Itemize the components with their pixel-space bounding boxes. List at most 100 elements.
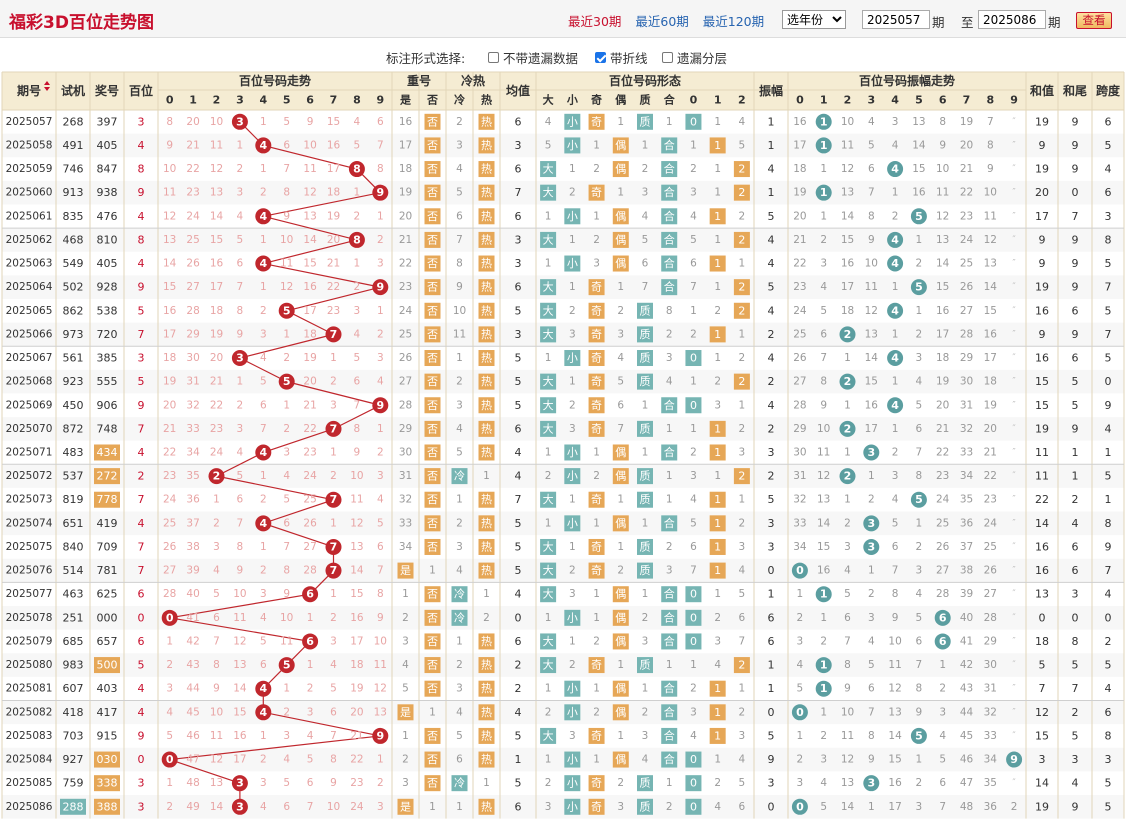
year-select[interactable]: 选年份 <box>782 10 846 29</box>
issue-cell: 2025066 <box>6 328 53 340</box>
checkbox-checked-icon[interactable] <box>595 52 606 63</box>
avg-cell: 5 <box>515 375 522 388</box>
amp-empty: ″ <box>1012 140 1016 150</box>
hotcold-miss: 6 <box>456 754 463 766</box>
form-miss: 2 <box>642 612 649 624</box>
issue-cell: 2025083 <box>6 730 53 742</box>
trend-hit: 7 <box>330 540 338 553</box>
trend-miss: 3 <box>237 423 244 435</box>
amp-miss: 9 <box>820 399 827 411</box>
span-cell: 1 <box>1105 446 1112 459</box>
amp-miss: 29 <box>960 352 973 364</box>
trend-miss: 1 <box>283 399 290 411</box>
query-button[interactable]: 查看 <box>1076 12 1112 29</box>
trend-miss: 2 <box>283 352 290 364</box>
amp-cell: 2 <box>768 328 775 341</box>
amp-empty: ″ <box>1012 495 1016 505</box>
hotcold-miss: 3 <box>456 683 463 695</box>
amp-miss: 2 <box>868 494 875 506</box>
amp-miss: 13 <box>984 258 997 270</box>
trend-hit-ball <box>208 468 225 485</box>
amp-miss: 1 <box>916 234 923 246</box>
hotcold-hit: 热 <box>481 210 492 223</box>
amp-hit-ball <box>863 538 880 555</box>
amp-miss: 4 <box>868 116 875 128</box>
form-hit-tag <box>564 208 581 225</box>
trend-miss: 6 <box>330 706 337 718</box>
repeat-hit: 否 <box>427 281 438 294</box>
checkbox-icon[interactable] <box>662 52 673 63</box>
trend-hit: 6 <box>306 635 314 648</box>
amp-miss: 19 <box>960 116 973 128</box>
form-hit: 0 <box>690 800 697 813</box>
form-hit: 大 <box>543 374 554 388</box>
header-digit: 9 <box>376 94 384 107</box>
amp-miss: 4 <box>820 281 827 293</box>
amp-miss: 15 <box>912 163 925 175</box>
form-miss: 3 <box>569 588 576 600</box>
from-issue-input[interactable] <box>862 10 930 29</box>
amp-hit: 5 <box>915 281 923 294</box>
header-digit: 1 <box>189 94 197 107</box>
form-miss: 1 <box>690 139 697 151</box>
trend-miss: 9 <box>377 612 384 624</box>
form-hit-tag <box>709 326 726 343</box>
issue-cell: 2025069 <box>6 399 53 411</box>
span-cell: 5 <box>1105 139 1112 152</box>
form-miss: 2 <box>617 305 624 317</box>
amp-miss: 7 <box>916 446 923 458</box>
sum-cell: 16 <box>1035 304 1049 317</box>
trend-miss: 15 <box>327 116 340 128</box>
row-background <box>2 747 1124 772</box>
repeat-hit: 否 <box>427 635 438 648</box>
range-link-30[interactable]: 最近30期 <box>568 14 622 29</box>
prize-cell: 915 <box>97 729 118 742</box>
form-miss: 5 <box>739 588 746 600</box>
form-hit: 小 <box>567 470 578 483</box>
option-no-missing[interactable]: 不带遗漏数据 <box>488 48 578 67</box>
trend-miss: 2 <box>354 281 361 293</box>
to-issue-input[interactable] <box>978 10 1046 29</box>
sort-icon[interactable] <box>44 81 50 91</box>
amp-hit: 5 <box>915 729 923 742</box>
form-hit-tag <box>709 208 726 225</box>
tail-cell: 9 <box>1072 233 1079 246</box>
trend-miss: 5 <box>307 754 314 766</box>
range-link-120[interactable]: 最近120期 <box>702 14 765 29</box>
amp-miss: 1 <box>820 163 827 175</box>
amp-miss: 15 <box>984 305 997 317</box>
trend-miss: 1 <box>260 116 267 128</box>
trend-hit-ball <box>161 609 178 626</box>
hundreds-cell: 4 <box>138 517 145 530</box>
hotcold-miss: 1 <box>483 777 490 789</box>
repeat-hit-tag <box>424 302 441 319</box>
trend-miss: 1 <box>237 376 244 388</box>
sum-cell: 0 <box>1039 611 1046 624</box>
form-miss: 1 <box>690 376 697 388</box>
amp-miss: 39 <box>960 588 973 600</box>
form-hit-tag <box>540 420 557 437</box>
checkbox-icon[interactable] <box>488 52 499 63</box>
trend-miss: 5 <box>354 352 361 364</box>
trend-miss: 4 <box>260 801 267 813</box>
hotcold-hit: 热 <box>481 517 492 530</box>
form-hit: 2 <box>738 163 745 176</box>
trend-hit: 8 <box>353 163 361 176</box>
repeat-miss: 23 <box>399 281 412 293</box>
trend-miss: 6 <box>354 376 361 388</box>
hotcold-hit-tag <box>478 255 495 272</box>
trend-hit-ball <box>278 373 295 390</box>
span-cell: 8 <box>1105 729 1112 742</box>
span-cell: 4 <box>1105 163 1112 176</box>
form-miss: 7 <box>642 281 649 293</box>
trend-miss: 17 <box>327 163 340 175</box>
trend-miss: 3 <box>307 706 314 718</box>
amp-miss: 2 <box>1011 801 1018 813</box>
trend-hit: 0 <box>166 753 174 766</box>
amp-miss: 11 <box>936 187 949 199</box>
option-polyline[interactable]: 带折线 <box>595 48 648 67</box>
trend-miss: 2 <box>237 163 244 175</box>
range-link-60[interactable]: 最近60期 <box>635 14 689 29</box>
option-missing-layers[interactable]: 遗漏分层 <box>662 48 727 67</box>
amp-miss: 26 <box>936 541 950 553</box>
